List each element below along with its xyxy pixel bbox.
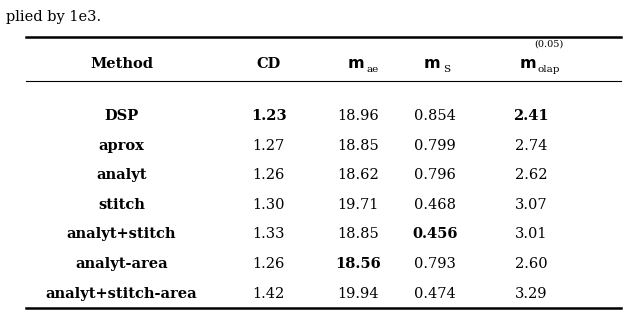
Text: 19.94: 19.94 — [338, 287, 379, 301]
Text: 18.85: 18.85 — [337, 139, 380, 153]
Text: plied by 1e3.: plied by 1e3. — [6, 10, 102, 24]
Text: aprox: aprox — [99, 139, 145, 153]
Text: 2.74: 2.74 — [515, 139, 547, 153]
Text: 0.474: 0.474 — [414, 287, 456, 301]
Text: 0.799: 0.799 — [414, 139, 456, 153]
Text: 2.62: 2.62 — [515, 168, 547, 182]
Text: $\mathbf{m}$: $\mathbf{m}$ — [346, 55, 364, 72]
Text: analyt-area: analyt-area — [76, 257, 168, 271]
Text: 18.62: 18.62 — [337, 168, 380, 182]
Text: 2.60: 2.60 — [515, 257, 547, 271]
Text: CD: CD — [257, 57, 281, 71]
Text: 19.71: 19.71 — [338, 198, 379, 212]
Text: 1.42: 1.42 — [253, 287, 285, 301]
Text: 0.456: 0.456 — [412, 227, 458, 241]
Text: 1.27: 1.27 — [253, 139, 285, 153]
Text: 0.793: 0.793 — [414, 257, 456, 271]
Text: DSP: DSP — [104, 109, 139, 123]
Text: $\mathbf{m}$: $\mathbf{m}$ — [423, 55, 441, 72]
Text: ae: ae — [366, 65, 379, 74]
Text: 1.23: 1.23 — [251, 109, 287, 123]
Text: 0.854: 0.854 — [414, 109, 456, 123]
Text: 0.796: 0.796 — [414, 168, 456, 182]
Text: analyt+stitch-area: analyt+stitch-area — [46, 287, 197, 301]
Text: 1.26: 1.26 — [253, 168, 285, 182]
Text: analyt: analyt — [97, 168, 147, 182]
Text: analyt+stitch: analyt+stitch — [67, 227, 177, 241]
Text: 1.30: 1.30 — [253, 198, 285, 212]
Text: 1.33: 1.33 — [253, 227, 285, 241]
Text: Method: Method — [90, 57, 153, 71]
Text: 3.01: 3.01 — [515, 227, 547, 241]
Text: 3.07: 3.07 — [515, 198, 547, 212]
Text: 0.468: 0.468 — [414, 198, 456, 212]
Text: 18.85: 18.85 — [337, 227, 380, 241]
Text: 1.26: 1.26 — [253, 257, 285, 271]
Text: 3.29: 3.29 — [515, 287, 547, 301]
Text: S: S — [443, 65, 451, 74]
Text: (0.05): (0.05) — [534, 40, 564, 49]
Text: stitch: stitch — [98, 198, 145, 212]
Text: olap: olap — [538, 65, 561, 74]
Text: 18.56: 18.56 — [335, 257, 381, 271]
Text: 2.41: 2.41 — [513, 109, 549, 123]
Text: $\mathbf{m}$: $\mathbf{m}$ — [519, 55, 537, 72]
Text: 18.96: 18.96 — [337, 109, 380, 123]
